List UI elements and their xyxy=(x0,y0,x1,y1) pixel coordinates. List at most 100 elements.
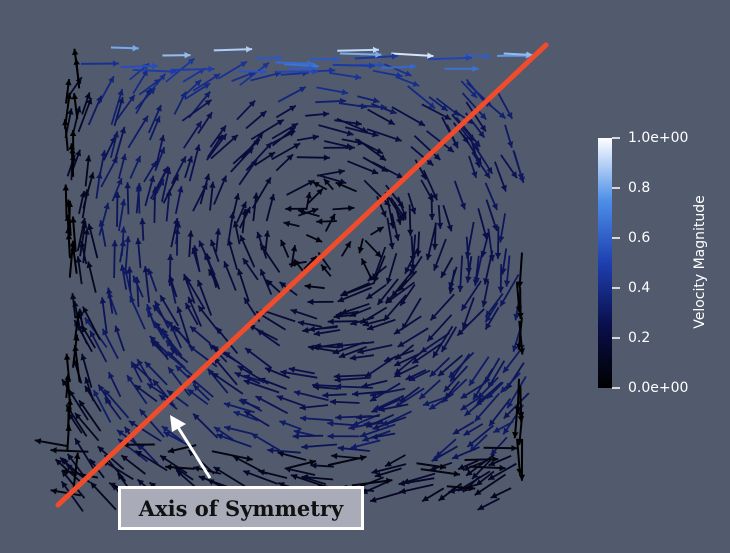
velocity-arrow-head xyxy=(207,368,214,376)
velocity-arrow-head xyxy=(98,220,105,227)
velocity-arrow-shaft xyxy=(334,376,371,382)
velocity-arrow-head xyxy=(474,489,482,496)
velocity-arrow-head xyxy=(514,407,522,414)
velocity-arrow-head xyxy=(288,127,296,134)
velocity-arrow-head xyxy=(289,105,296,112)
velocity-arrow-shaft xyxy=(469,465,506,470)
velocity-arrow-head xyxy=(269,194,276,201)
velocity-arrow-head xyxy=(265,142,272,149)
velocity-arrow-head xyxy=(90,482,97,489)
velocity-arrow-head xyxy=(384,356,391,363)
velocity-arrow-head xyxy=(432,350,439,358)
velocity-arrow-head xyxy=(65,199,72,206)
velocity-arrow-head xyxy=(452,141,459,149)
velocity-arrow-head xyxy=(500,299,506,307)
velocity-arrow-head xyxy=(137,359,144,366)
velocity-arrow-head xyxy=(70,244,77,251)
velocity-arrow-head xyxy=(187,296,194,304)
velocity-arrow-head xyxy=(462,465,470,471)
velocity-arrow-head xyxy=(349,354,357,361)
velocity-arrow-head xyxy=(99,297,107,304)
velocity-arrow-head xyxy=(350,443,358,450)
velocity-arrow-head xyxy=(373,275,380,283)
velocity-arrow-head xyxy=(79,191,86,198)
velocity-arrow-head xyxy=(452,428,460,435)
velocity-arrow-shaft xyxy=(401,297,422,331)
velocity-arrow-head xyxy=(83,189,90,196)
velocity-arrow-shaft xyxy=(216,433,252,448)
velocity-arrow-head xyxy=(172,174,179,182)
velocity-arrow-head xyxy=(516,281,524,288)
velocity-arrow-head xyxy=(276,119,284,126)
velocity-arrow-head xyxy=(516,468,523,475)
velocity-arrow-head xyxy=(378,405,385,413)
velocity-arrow-shaft xyxy=(63,92,71,129)
velocity-arrow-head xyxy=(153,379,160,387)
velocity-arrow-head xyxy=(251,433,259,440)
velocity-arrow-shaft xyxy=(113,240,116,279)
velocity-arrow-head xyxy=(263,230,271,237)
velocity-arrow-head xyxy=(279,420,287,427)
velocity-arrow-shaft xyxy=(62,469,99,479)
velocity-arrow-head xyxy=(184,52,191,59)
velocity-arrow-head xyxy=(329,67,336,74)
velocity-arrow-head xyxy=(209,181,216,188)
velocity-arrow-head xyxy=(256,329,264,336)
velocity-arrow-head xyxy=(397,341,405,347)
velocity-arrow-head xyxy=(498,236,505,243)
velocity-arrow-head xyxy=(388,242,395,250)
velocity-arrow-head xyxy=(103,389,111,397)
colorbar-label-0-8: 0.8 xyxy=(628,180,651,196)
velocity-arrow-head xyxy=(366,292,373,299)
velocity-arrow-head xyxy=(370,496,377,503)
velocity-arrow-head xyxy=(232,221,239,228)
velocity-arrow-head xyxy=(518,176,525,183)
velocity-arrow-head xyxy=(159,73,166,81)
velocity-arrow-head xyxy=(465,276,472,283)
velocity-arrow-shaft xyxy=(129,295,146,330)
velocity-arrow-head xyxy=(338,168,345,175)
velocity-arrow-head xyxy=(385,297,393,304)
velocity-arrow-head xyxy=(448,282,455,289)
velocity-arrow-head xyxy=(333,313,340,320)
velocity-arrow-head xyxy=(498,112,506,119)
velocity-arrow-head xyxy=(346,143,353,150)
velocity-arrow-head xyxy=(67,453,74,461)
velocity-arrow-head xyxy=(153,305,160,312)
velocity-arrow-head xyxy=(192,245,199,252)
velocity-arrow-head xyxy=(132,275,139,283)
velocity-arrow-head xyxy=(203,83,211,90)
velocity-arrow-head xyxy=(480,112,487,120)
velocity-arrow-head xyxy=(220,175,227,183)
velocity-arrow-shaft xyxy=(506,375,527,409)
velocity-arrow-head xyxy=(313,330,321,337)
velocity-arrow-head xyxy=(479,124,486,132)
velocity-arrow-head xyxy=(153,79,161,86)
velocity-arrow-head xyxy=(334,56,341,63)
velocity-arrow-head xyxy=(452,453,459,460)
velocity-arrow-head xyxy=(165,463,172,471)
velocity-arrow-shaft xyxy=(427,56,473,61)
velocity-arrow-head xyxy=(88,172,95,179)
velocity-arrow-head xyxy=(147,311,154,318)
velocity-arrow-shaft xyxy=(101,297,108,334)
velocity-arrow-head xyxy=(491,203,498,210)
velocity-arrow-head xyxy=(135,155,141,163)
velocity-arrow-head xyxy=(461,322,468,329)
velocity-arrow-head xyxy=(463,429,471,436)
velocity-arrow-head xyxy=(159,394,166,402)
velocity-arrow-head xyxy=(154,116,161,123)
velocity-arrow-head xyxy=(198,305,205,313)
velocity-arrow-head xyxy=(150,161,157,168)
velocity-arrow-head xyxy=(485,310,492,317)
velocity-arrow-head xyxy=(493,426,501,433)
velocity-arrow-head xyxy=(80,353,87,361)
velocity-arrow-head xyxy=(354,73,362,81)
velocity-arrow-head xyxy=(312,134,319,141)
velocity-arrow-head xyxy=(302,327,309,334)
velocity-arrow-head xyxy=(176,306,183,314)
velocity-arrow-head xyxy=(244,411,251,417)
colorbar-gradient xyxy=(598,138,612,388)
velocity-arrow-head xyxy=(386,477,393,484)
velocity-arrow-head xyxy=(346,130,354,137)
